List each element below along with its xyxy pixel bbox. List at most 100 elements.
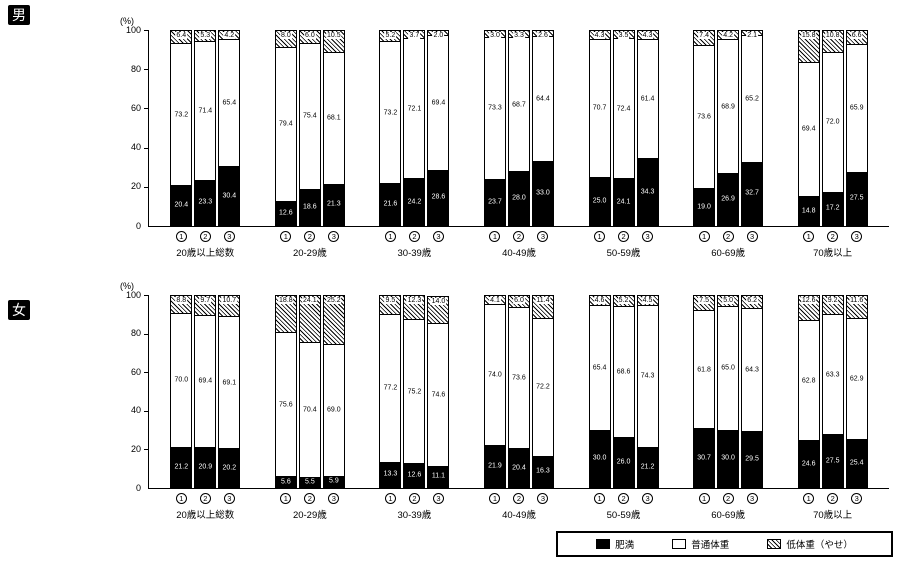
value-label: 9.7 bbox=[199, 297, 212, 305]
value-label: 64.4 bbox=[536, 95, 550, 103]
segment-obese: 23.3 bbox=[195, 179, 216, 225]
value-label: 73.2 bbox=[383, 109, 398, 117]
value-label: 10.8 bbox=[824, 32, 841, 40]
segment-normal: 65.0 bbox=[718, 305, 739, 430]
segment-under: 5.2 bbox=[613, 296, 634, 307]
circled-number: 2 bbox=[722, 493, 734, 504]
segment-under: 12.6 bbox=[798, 296, 819, 321]
circled-number: 1 bbox=[384, 493, 396, 504]
segment-under: 2.1 bbox=[742, 31, 763, 40]
circled-number: 1 bbox=[280, 493, 292, 504]
segment-normal: 74.6 bbox=[428, 323, 449, 466]
value-label: 5.5 bbox=[304, 478, 315, 486]
segment-obese: 20.9 bbox=[195, 447, 216, 487]
value-label: 6.2 bbox=[746, 297, 758, 305]
value-label: 14.0 bbox=[430, 297, 447, 305]
male-panel-label: 男 bbox=[8, 5, 30, 25]
segment-normal: 72.2 bbox=[532, 317, 553, 456]
stacked-bar: 4.2 68.9 26.9 bbox=[717, 30, 740, 226]
value-label: 21.6 bbox=[383, 200, 398, 208]
segment-obese: 21.3 bbox=[323, 183, 344, 225]
value-label: 15.8 bbox=[800, 32, 817, 40]
value-label: 68.9 bbox=[721, 103, 735, 110]
segment-obese: 30.0 bbox=[589, 429, 610, 487]
value-label: 5.6 bbox=[280, 478, 291, 486]
segment-under: 6.0 bbox=[508, 296, 529, 308]
segment-under: 5.2 bbox=[380, 31, 401, 42]
segment-obese: 11.1 bbox=[428, 465, 449, 487]
segment-under: 2.6 bbox=[532, 31, 553, 40]
segment-obese: 30.7 bbox=[694, 428, 715, 487]
legend-swatch-normal bbox=[672, 539, 687, 549]
bar-group: 7.5 61.8 30.7 5.0 65.0 30.0 6.2 64.3 29.5 1 2 3 60-6… bbox=[693, 295, 764, 521]
stacked-bar: 6.6 65.9 27.5 bbox=[845, 30, 868, 226]
segment-under: 8.0 bbox=[275, 31, 296, 47]
stacked-bar: 5.0 65.0 30.0 bbox=[717, 295, 740, 488]
value-label: 25.0 bbox=[592, 197, 607, 205]
circled-number: 2 bbox=[304, 231, 316, 242]
bar-group: 18.8 75.6 5.6 24.1 70.4 5.5 25.2 69.0 5.9 1 2 3 20-2… bbox=[274, 294, 345, 521]
plot-area: 6.4 73.2 20.4 5.3 71.4 23.3 4.2 65.4 30.4 1 2 3 20歳以… bbox=[126, 25, 889, 259]
value-label: 68.6 bbox=[616, 368, 631, 376]
segment-normal: 77.2 bbox=[380, 314, 401, 462]
y-tick-label: 40 bbox=[130, 142, 141, 153]
segment-obese: 13.3 bbox=[380, 461, 401, 487]
value-label: 24.2 bbox=[407, 198, 422, 206]
stacked-bar: 6.0 73.6 20.4 bbox=[507, 295, 530, 488]
segment-obese: 30.4 bbox=[219, 166, 240, 225]
value-label: 74.6 bbox=[431, 391, 446, 399]
value-label: 19.0 bbox=[697, 203, 711, 211]
plot-area: 8.8 70.0 21.2 9.7 69.4 20.9 10.7 69.1 20.2 1 2 3 20歳… bbox=[126, 290, 889, 521]
y-tick-label: 100 bbox=[125, 289, 141, 300]
value-label: 4.3 bbox=[593, 32, 606, 40]
circled-number: 1 bbox=[280, 231, 292, 242]
segment-normal: 72.1 bbox=[404, 38, 425, 179]
value-label: 20.4 bbox=[174, 201, 189, 209]
circled-number: 3 bbox=[328, 493, 340, 504]
value-label: 8.0 bbox=[279, 32, 292, 40]
group-label: 60-69歳 bbox=[711, 510, 745, 521]
segment-normal: 68.9 bbox=[718, 39, 739, 173]
circled-number: 1 bbox=[384, 231, 396, 242]
value-label: 65.4 bbox=[222, 99, 237, 107]
segment-obese: 23.7 bbox=[484, 179, 505, 225]
circled-number: 3 bbox=[746, 231, 758, 242]
segment-normal: 65.4 bbox=[219, 39, 240, 167]
circled-number: 2 bbox=[722, 231, 734, 242]
value-label: 18.8 bbox=[278, 297, 294, 305]
value-label: 65.0 bbox=[721, 364, 735, 372]
segment-normal: 69.4 bbox=[798, 61, 819, 197]
segment-obese: 26.0 bbox=[613, 437, 634, 487]
value-label: 20.4 bbox=[512, 464, 526, 472]
segment-under: 4.2 bbox=[219, 31, 240, 40]
value-label: 11.4 bbox=[535, 297, 551, 305]
circled-number: 1 bbox=[803, 493, 815, 504]
bar-index-row: 1 2 3 bbox=[170, 493, 240, 504]
segment-under: 4.2 bbox=[718, 31, 739, 40]
value-label: 12.6 bbox=[279, 209, 293, 217]
group-label: 40-49歳 bbox=[502, 248, 536, 259]
segment-normal: 69.4 bbox=[195, 314, 216, 448]
value-label: 2.6 bbox=[537, 32, 549, 40]
bar-groups-container: 6.4 73.2 20.4 5.3 71.4 23.3 4.2 65.4 30.4 1 2 3 20歳以… bbox=[149, 30, 889, 259]
value-label: 34.3 bbox=[640, 188, 655, 196]
segment-normal: 61.8 bbox=[694, 310, 715, 429]
y-tick-label: 80 bbox=[130, 328, 141, 339]
segment-obese: 21.9 bbox=[484, 445, 505, 487]
group-label: 50-59歳 bbox=[606, 510, 641, 521]
value-label: 69.0 bbox=[327, 406, 341, 414]
y-tick-mark bbox=[144, 30, 149, 31]
value-label: 72.0 bbox=[825, 118, 840, 126]
segment-obese: 34.3 bbox=[637, 158, 658, 225]
circled-number: 2 bbox=[408, 231, 420, 242]
y-tick-mark bbox=[144, 333, 149, 335]
stacked-bar: 5.2 68.6 26.0 bbox=[612, 295, 635, 488]
bar-index-row: 1 2 3 bbox=[379, 231, 449, 242]
value-label: 4.2 bbox=[722, 32, 734, 40]
segment-normal: 64.3 bbox=[742, 307, 763, 431]
stacked-bar: 4.3 61.4 34.3 bbox=[636, 30, 659, 226]
segment-normal: 73.2 bbox=[171, 43, 192, 186]
segment-obese: 21.6 bbox=[380, 183, 401, 225]
value-label: 12.3 bbox=[406, 296, 423, 304]
value-label: 75.6 bbox=[279, 401, 293, 409]
